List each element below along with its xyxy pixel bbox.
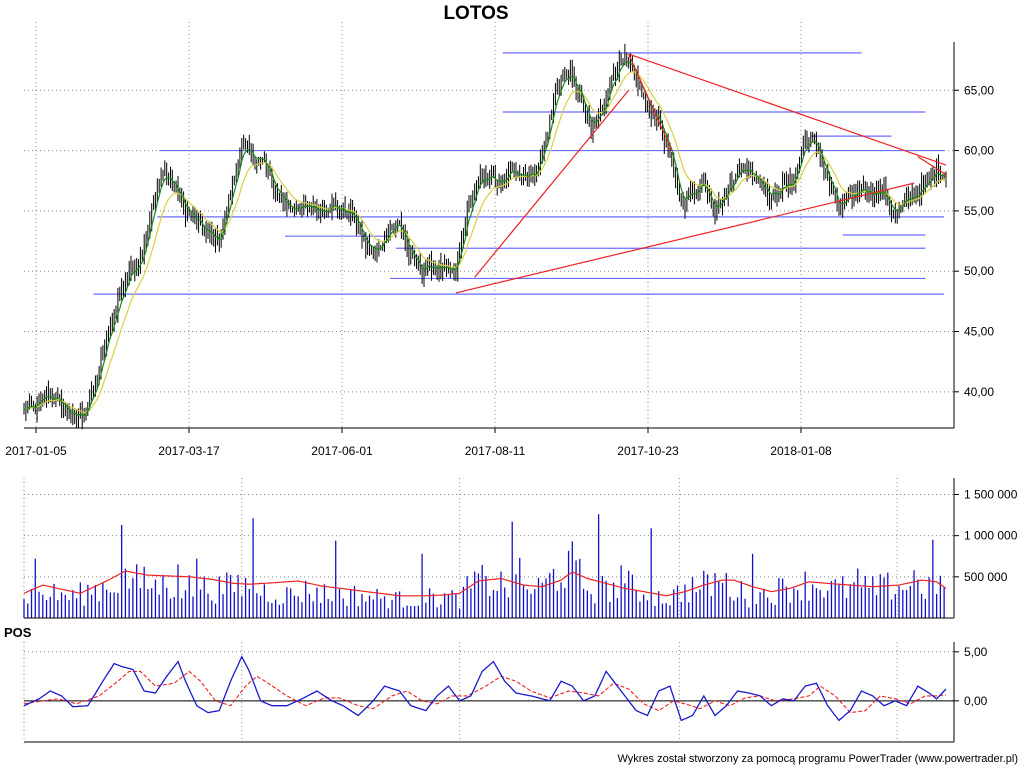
price-y-tick-labels: 40,00 45,00 50,00 55,00 60,00 65,00 xyxy=(954,83,994,399)
pos-y-tick-label: 0,00 xyxy=(964,694,988,708)
price-y-tick-label: 65,00 xyxy=(964,83,994,97)
price-y-tick-label: 60,00 xyxy=(964,144,994,158)
price-panel: 40,00 45,00 50,00 55,00 60,00 65,00 2017-01-0… xyxy=(5,22,994,458)
trend-line xyxy=(628,53,673,151)
date-x-tick-labels: 2017-01-05 2017-03-17 2017-06-01 2017-08-11… xyxy=(5,428,832,458)
price-y-tick-label: 50,00 xyxy=(964,264,994,278)
date-x-tick-label: 2017-03-17 xyxy=(158,444,220,458)
footer-credit: Wykres został stworzony za pomocą progra… xyxy=(617,753,1018,765)
volume-y-tick-labels: 500 000 1 000 000 1 500 000 xyxy=(954,487,1018,584)
price-y-tick-label: 40,00 xyxy=(964,385,994,399)
pos-y-tick-labels: 0,00 5,00 xyxy=(954,645,988,708)
trend-line xyxy=(474,89,630,278)
volume-y-tick-label: 1 500 000 xyxy=(964,487,1018,501)
trend-line xyxy=(455,182,915,294)
pos-main-line xyxy=(23,655,947,722)
date-x-tick-label: 2017-08-11 xyxy=(465,444,526,458)
price-support-resistance-lines xyxy=(93,52,945,295)
moving-average-slow-line xyxy=(23,71,947,414)
volume-grid xyxy=(23,478,954,618)
moving-average-fast-line xyxy=(23,60,947,417)
date-x-tick-label: 2017-06-01 xyxy=(311,444,373,458)
price-y-tick-label: 45,00 xyxy=(964,325,994,339)
price-y-tick-label: 55,00 xyxy=(964,204,994,218)
date-x-tick-label: 2018-01-08 xyxy=(770,444,832,458)
pos-indicator-panel: POS 0,00 5,00 xyxy=(4,625,988,743)
pos-panel-title: POS xyxy=(4,625,32,640)
pos-signal-line xyxy=(23,670,947,714)
date-x-tick-label: 2017-10-23 xyxy=(617,444,679,458)
volume-bars xyxy=(23,514,945,618)
volume-average-line xyxy=(23,570,947,597)
pos-y-tick-label: 5,00 xyxy=(964,645,988,659)
volume-panel: 500 000 1 000 000 1 500 000 xyxy=(23,478,1018,619)
date-x-tick-label: 2017-01-05 xyxy=(5,444,67,458)
price-trend-lines xyxy=(455,53,947,294)
volume-y-tick-label: 1 000 000 xyxy=(964,529,1018,543)
trend-line xyxy=(628,53,947,166)
trend-line xyxy=(917,156,947,176)
volume-y-tick-label: 500 000 xyxy=(964,570,1008,584)
chart-title: LOTOS xyxy=(443,3,508,24)
